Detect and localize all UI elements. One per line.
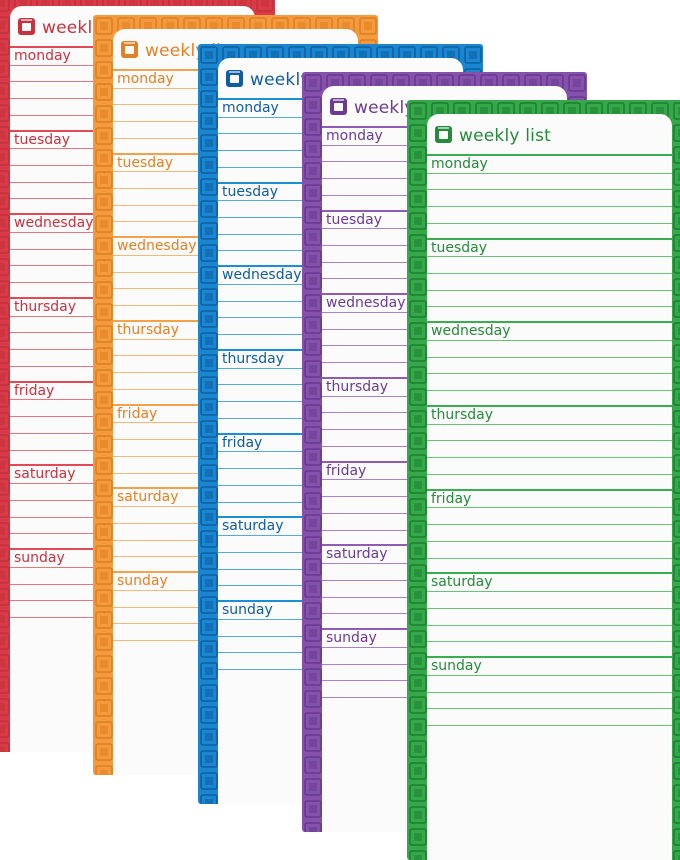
day-label: sunday [326,630,377,647]
writing-line [427,356,672,358]
day-label: monday [117,71,174,87]
notepad-icon [18,18,35,35]
day-divider [427,321,672,324]
day-section-saturday: saturday [427,572,672,656]
day-label: sunday [222,602,273,619]
day-label: friday [431,490,472,507]
writing-line [427,607,672,609]
pad-header: weekly list [427,114,672,154]
notepad-icon [330,98,347,115]
notepad-icon [226,70,243,87]
day-label: thursday [222,351,285,368]
day-label: tuesday [431,239,488,256]
writing-line [427,457,672,459]
day-label: friday [222,434,263,451]
day-label: thursday [326,379,389,396]
writing-line [427,172,672,174]
day-section-sunday: sunday [427,656,672,740]
day-section-thursday: thursday [427,405,672,489]
writing-line [427,206,672,208]
day-label: monday [14,48,71,64]
writing-line [427,289,672,291]
day-divider [427,572,672,575]
pad-day-list: monday tuesday wednesday thursday friday satu… [427,154,672,860]
day-label: thursday [14,299,77,316]
writing-line [427,540,672,542]
writing-line [427,473,672,475]
day-label: monday [326,128,383,144]
day-label: saturday [14,466,76,483]
writing-line [427,674,672,676]
day-label: tuesday [222,183,279,200]
planner-pad-green: weekly list monday tuesday wednesday thursda… [407,100,680,860]
day-label: sunday [117,573,168,590]
day-label: monday [431,156,488,172]
writing-line [427,189,672,191]
writing-line [427,708,672,710]
writing-line [427,306,672,308]
day-label: sunday [14,550,65,567]
writing-line [427,524,672,526]
day-label: friday [14,382,55,399]
notepad-icon [435,126,452,143]
writing-line [427,724,672,726]
writing-line [427,557,672,559]
day-label: thursday [117,322,180,339]
writing-line [427,222,672,224]
writing-line [427,423,672,425]
day-divider [427,154,672,156]
day-section-monday: monday [427,154,672,238]
writing-line [427,641,672,643]
writing-line [427,273,672,275]
writing-line [427,390,672,392]
day-section-friday: friday [427,488,672,573]
day-label: saturday [326,546,388,563]
day-divider [427,656,672,659]
writing-line [427,507,672,509]
pad-title: weekly list [459,126,552,146]
day-label: tuesday [117,154,174,171]
day-divider [427,405,672,408]
day-label: saturday [117,489,179,506]
day-label: friday [117,405,158,422]
day-label: wednesday [431,323,511,340]
writing-line [427,340,672,342]
pad-sheet: weekly list monday tuesday wednesday thursda… [427,114,672,860]
day-divider [427,237,672,240]
day-label: wednesday [222,267,302,284]
day-section-tuesday: tuesday [427,237,672,322]
day-divider [427,488,672,491]
day-label: thursday [431,407,494,424]
notepad-icon [121,41,138,58]
day-label: saturday [431,574,493,591]
writing-line [427,691,672,693]
day-label: wednesday [326,295,406,312]
day-label: friday [326,462,367,479]
day-label: wednesday [117,238,197,255]
day-section-wednesday: wednesday [427,321,672,405]
writing-line [427,256,672,258]
day-label: monday [222,100,279,116]
writing-line [427,591,672,593]
day-label: tuesday [14,131,71,148]
day-label: tuesday [326,211,383,228]
day-label: saturday [222,518,284,535]
day-label: sunday [431,658,482,675]
writing-line [427,440,672,442]
writing-line [427,624,672,626]
day-label: wednesday [14,215,94,232]
writing-line [427,373,672,375]
